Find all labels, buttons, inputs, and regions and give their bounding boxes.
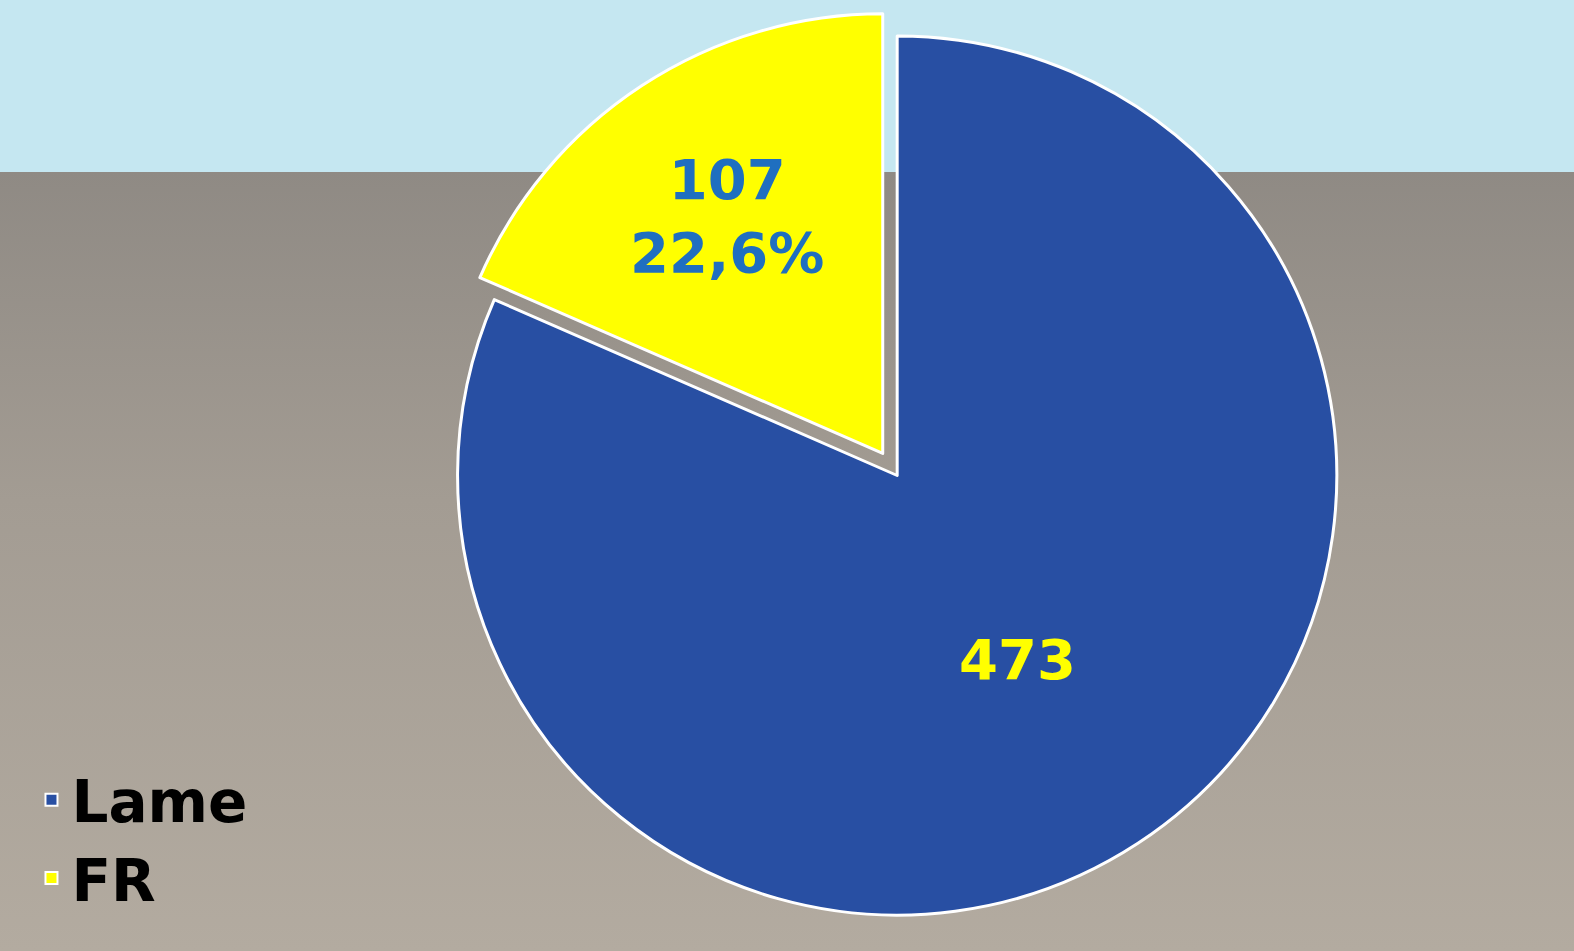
svg-text:473: 473 xyxy=(959,627,1076,692)
svg-text:Lame: Lame xyxy=(71,768,247,836)
svg-text:FR: FR xyxy=(71,847,155,915)
svg-text:10722,6%: 10722,6% xyxy=(630,147,824,285)
